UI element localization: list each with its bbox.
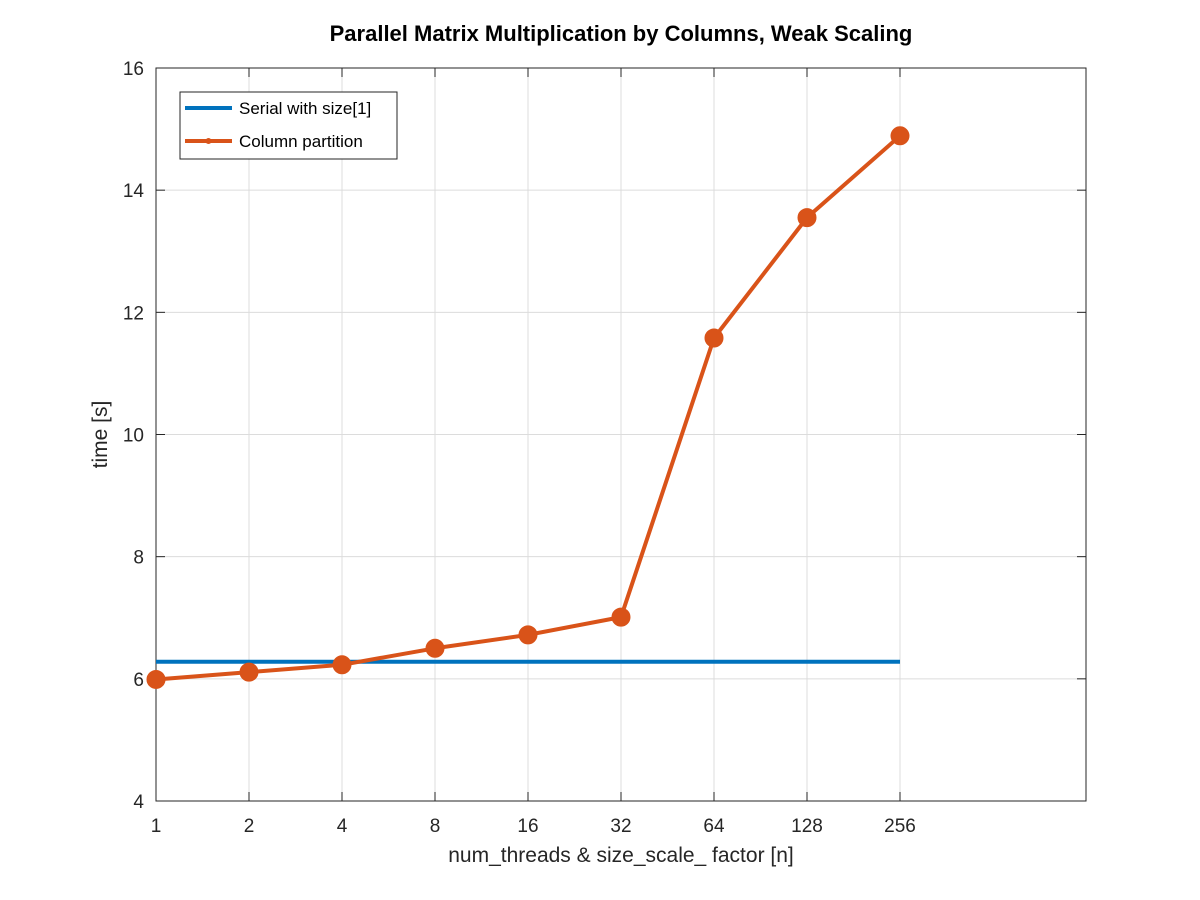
legend-label-serial: Serial with size[1] (239, 99, 371, 118)
y-tick-label: 16 (123, 59, 144, 80)
y-tick-label: 6 (133, 670, 144, 691)
y-axis-label: time [s] (89, 401, 112, 469)
y-tick-label: 4 (133, 792, 144, 813)
x-tick-label: 4 (337, 816, 348, 837)
data-point (611, 607, 631, 627)
x-tick-label: 2 (244, 816, 255, 837)
data-point (890, 126, 910, 146)
y-tick-label: 10 (123, 426, 144, 447)
legend-marker-column-partition (205, 138, 212, 144)
y-tick-label: 8 (133, 548, 144, 569)
series (146, 126, 910, 689)
grid (156, 68, 1086, 801)
x-tick-label: 1 (151, 816, 162, 837)
legend-label-column-partition: Column partition (239, 132, 363, 151)
y-tick-label: 12 (123, 303, 144, 324)
x-axis-label: num_threads & size_scale_ factor [n] (448, 844, 794, 867)
x-tick-label: 8 (430, 816, 441, 837)
x-tick-label: 64 (703, 816, 725, 837)
legend: Serial with size[1] Column partition (179, 91, 398, 160)
x-tick-label: 256 (884, 816, 916, 837)
data-point (704, 328, 724, 348)
chart-title: Parallel Matrix Multiplication by Column… (330, 21, 913, 46)
x-tick-label: 32 (610, 816, 631, 837)
legend-box (179, 91, 398, 160)
x-tick-label: 16 (517, 816, 538, 837)
x-tick-label: 128 (791, 816, 823, 837)
data-point (797, 208, 817, 228)
data-point (518, 625, 538, 645)
data-point (239, 662, 259, 682)
data-point (146, 669, 166, 689)
data-point (425, 638, 445, 658)
y-tick-label: 14 (123, 181, 145, 202)
data-point (332, 655, 352, 675)
